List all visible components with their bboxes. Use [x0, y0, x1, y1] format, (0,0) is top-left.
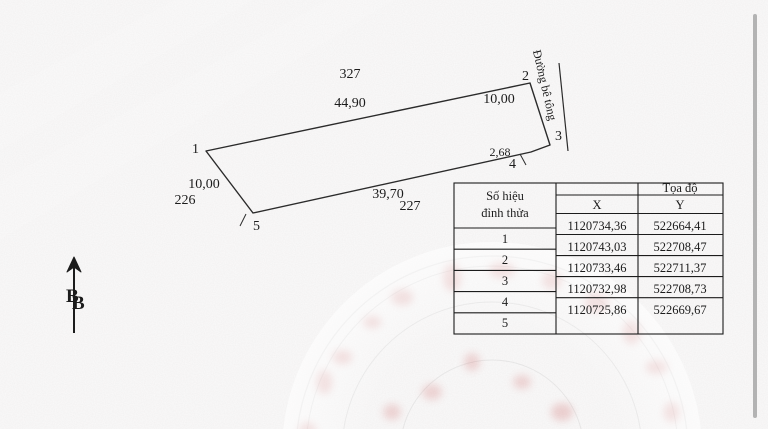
svg-text:3: 3: [502, 274, 508, 288]
svg-text:226: 226: [175, 193, 196, 208]
svg-text:5: 5: [253, 219, 260, 234]
svg-text:522711,37: 522711,37: [654, 261, 707, 275]
svg-text:đỉnh thửa: đỉnh thửa: [481, 206, 529, 220]
svg-text:227: 227: [400, 199, 421, 214]
svg-text:44,90: 44,90: [334, 96, 366, 111]
svg-text:2: 2: [502, 253, 508, 267]
svg-text:1: 1: [502, 232, 508, 246]
svg-text:1120734,36: 1120734,36: [568, 219, 627, 233]
svg-text:522708,73: 522708,73: [653, 282, 706, 296]
svg-text:5: 5: [502, 316, 508, 330]
svg-text:Số hiệu: Số hiệu: [486, 189, 525, 203]
svg-text:3: 3: [555, 129, 562, 144]
svg-text:Y: Y: [675, 198, 684, 212]
svg-text:1: 1: [192, 142, 199, 157]
svg-text:1120725,86: 1120725,86: [568, 303, 627, 317]
svg-text:1120732,98: 1120732,98: [568, 282, 627, 296]
svg-text:10,00: 10,00: [188, 177, 220, 192]
svg-text:B: B: [72, 293, 85, 314]
svg-text:2: 2: [522, 69, 529, 84]
svg-text:2,68: 2,68: [490, 145, 511, 159]
svg-text:1120743,03: 1120743,03: [568, 240, 627, 254]
svg-text:4: 4: [502, 295, 509, 309]
svg-text:522708,47: 522708,47: [653, 240, 706, 254]
svg-text:1120733,46: 1120733,46: [568, 261, 627, 275]
svg-text:4: 4: [509, 157, 516, 172]
svg-text:X: X: [592, 198, 601, 212]
svg-text:327: 327: [340, 67, 361, 82]
svg-text:522669,67: 522669,67: [653, 303, 706, 317]
svg-text:Tọa độ: Tọa độ: [662, 181, 697, 195]
svg-text:10,00: 10,00: [483, 92, 515, 107]
svg-text:522664,41: 522664,41: [653, 219, 706, 233]
